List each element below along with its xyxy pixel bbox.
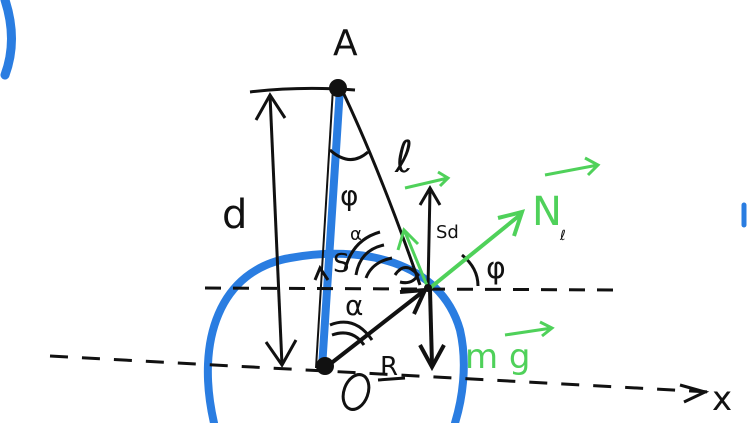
point-a-dot	[329, 79, 347, 97]
label-n: N	[532, 189, 562, 235]
alpha-arc-upper-3	[364, 256, 393, 279]
corner-circle-arc	[0, 0, 16, 80]
alpha-arc-lower	[329, 320, 374, 341]
label-x: x	[712, 379, 732, 419]
alpha-arc-lower-2	[331, 331, 366, 346]
label-d: d	[222, 192, 247, 238]
dimension-d	[254, 92, 298, 368]
small-up-arrow	[313, 264, 330, 281]
green-component-arrow	[396, 227, 430, 289]
n-force-arrow	[428, 209, 526, 290]
r-underline	[377, 376, 406, 382]
phi-arc-top	[328, 148, 369, 161]
radius-r-arrow	[323, 287, 429, 370]
label-alpha-upper: α	[350, 224, 362, 245]
alpha-arc-upper-2	[354, 243, 385, 276]
label-a: A	[333, 23, 358, 64]
center-dot	[316, 357, 334, 375]
dashed-line-lower	[49, 354, 711, 394]
vertical-up-arrow	[418, 185, 442, 289]
o-label	[341, 373, 371, 411]
mg-vector-bar	[504, 320, 555, 338]
point-curl	[393, 266, 420, 285]
x-axis-arrow	[679, 383, 710, 404]
label-n-sub: ℓ	[559, 228, 566, 244]
label-alpha-lower: α	[345, 289, 363, 322]
phi-arc-right	[461, 253, 480, 287]
label-r: R	[380, 352, 398, 382]
green-small-vector	[404, 170, 451, 190]
label-s: S	[333, 249, 350, 279]
n-vector-bar	[544, 156, 601, 177]
alpha-arc-upper	[343, 230, 381, 271]
string-l	[340, 89, 422, 286]
label-phi-right: φ	[486, 251, 506, 286]
rod-outline	[315, 87, 334, 369]
rod	[318, 84, 344, 372]
label-phi-top: φ	[340, 179, 358, 212]
label-sd: Sd	[436, 222, 459, 243]
mg-arrow	[418, 289, 446, 372]
contact-dot	[424, 284, 432, 292]
ring-arc	[203, 249, 468, 423]
label-mg: m g	[465, 337, 531, 377]
label-l: ℓ	[394, 132, 413, 183]
